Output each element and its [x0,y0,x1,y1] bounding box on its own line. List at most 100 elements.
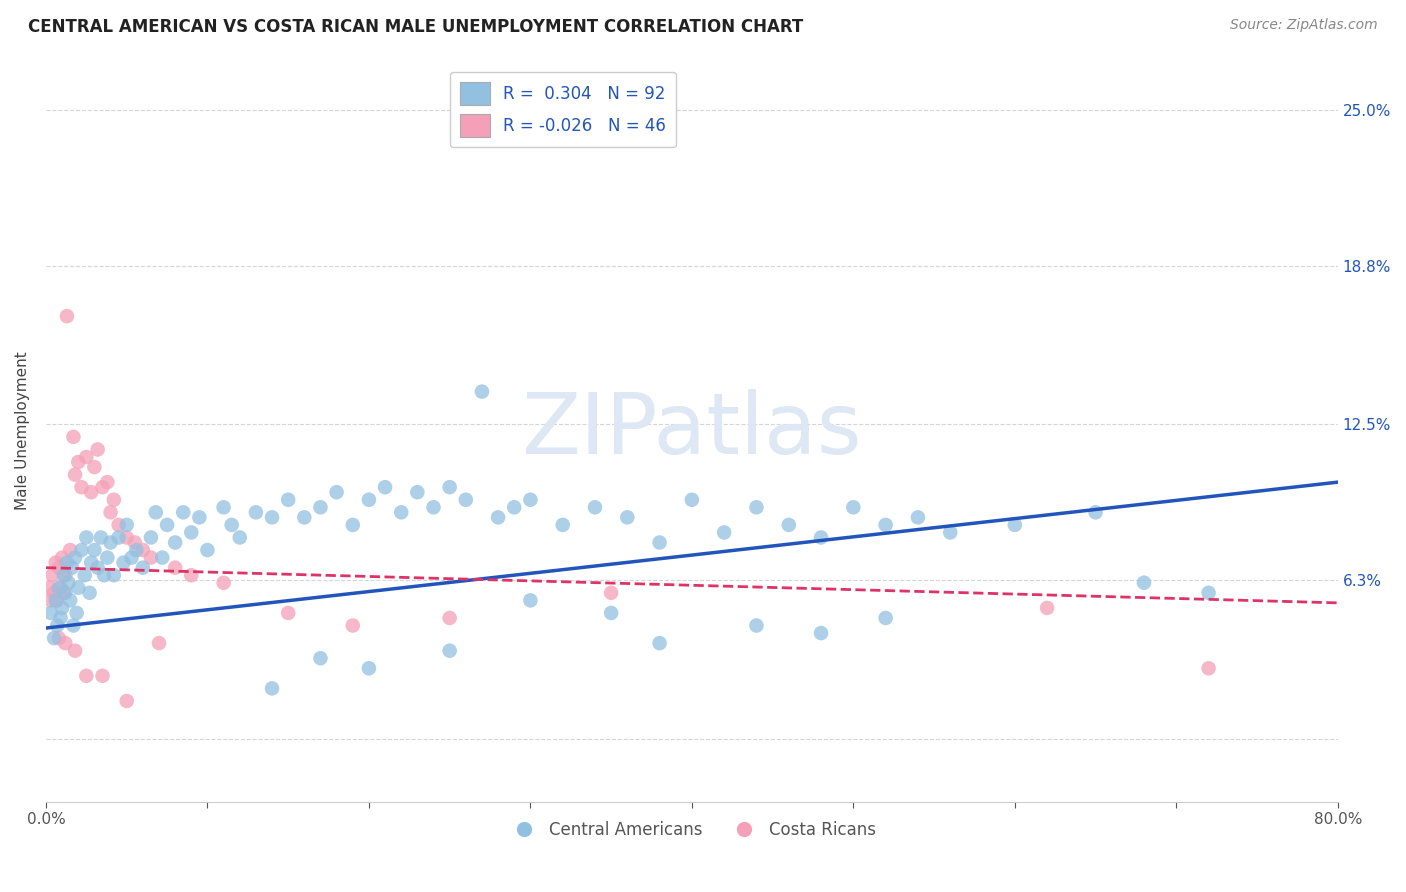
Point [63,550,86,565]
Y-axis label: Male Unemployment: Male Unemployment [15,351,30,510]
Point [406,485,429,500]
Point [115,694,138,708]
Point [96,475,118,490]
Point [212,500,235,515]
Point [600,586,623,600]
Point [124,535,146,549]
Text: CENTRAL AMERICAN VS COSTA RICAN MALE UNEMPLOYMENT CORRELATION CHART: CENTRAL AMERICAN VS COSTA RICAN MALE UNE… [28,18,803,36]
Point [79,586,101,600]
Point [260,681,283,696]
Point [145,505,167,519]
Point [100,505,122,519]
Point [503,500,526,515]
Point [75,450,97,464]
Point [357,661,380,675]
Point [681,492,703,507]
Point [112,556,135,570]
Text: Source: ZipAtlas.com: Source: ZipAtlas.com [1230,18,1378,32]
Point [42,631,65,645]
Point [342,618,364,632]
Point [103,492,125,507]
Point [180,525,202,540]
Point [519,593,541,607]
Point [62,618,84,632]
Point [325,485,347,500]
Point [439,643,461,657]
Point [156,517,179,532]
Point [45,556,67,570]
Point [875,611,897,625]
Point [51,550,73,565]
Point [115,531,138,545]
Point [551,517,574,532]
Point [67,581,90,595]
Point [150,550,173,565]
Point [486,510,509,524]
Point [172,505,194,519]
Point [53,568,76,582]
Point [454,492,477,507]
Point [180,568,202,582]
Point [148,636,170,650]
Point [39,606,62,620]
Text: ZIPatlas: ZIPatlas [522,389,862,472]
Point [70,543,93,558]
Point [42,586,65,600]
Point [422,500,444,515]
Point [48,560,70,574]
Point [91,480,114,494]
Point [51,601,73,615]
Point [107,517,129,532]
Point [86,560,108,574]
Point [939,525,962,540]
Point [49,581,72,595]
Point [357,492,380,507]
Point [212,575,235,590]
Point [439,611,461,625]
Point [73,568,96,582]
Point [53,586,76,600]
Point [63,467,86,482]
Point [1084,505,1107,519]
Point [58,575,80,590]
Point [52,586,75,600]
Point [83,460,105,475]
Point [132,543,155,558]
Point [292,510,315,524]
Point [648,535,671,549]
Point [52,568,75,582]
Point [107,531,129,545]
Point [90,531,112,545]
Point [38,581,60,595]
Point [713,525,735,540]
Point [197,543,219,558]
Point [59,543,82,558]
Point [309,651,332,665]
Point [46,593,69,607]
Point [842,500,865,515]
Point [96,550,118,565]
Point [67,455,90,469]
Point [56,556,79,570]
Point [60,560,83,574]
Point [471,384,494,399]
Point [48,631,70,645]
Point [648,636,671,650]
Point [875,517,897,532]
Point [907,510,929,524]
Point [221,517,243,532]
Point [229,531,252,545]
Point [125,543,148,558]
Legend: Central Americans, Costa Ricans: Central Americans, Costa Ricans [501,814,883,846]
Point [56,309,79,323]
Point [439,480,461,494]
Point [309,500,332,515]
Point [93,568,115,582]
Point [62,430,84,444]
Point [810,626,832,640]
Point [53,636,76,650]
Point [103,568,125,582]
Point [245,505,267,519]
Point [66,606,89,620]
Point [260,510,283,524]
